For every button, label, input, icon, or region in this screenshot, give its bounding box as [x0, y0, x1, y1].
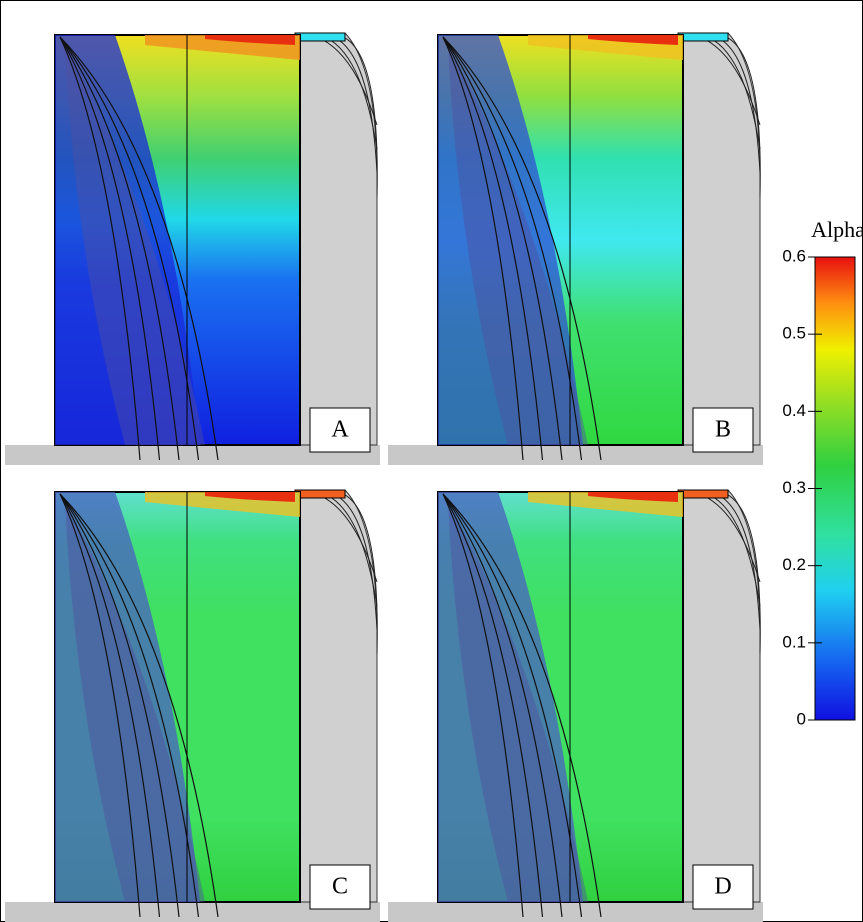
hot-spot [588, 492, 678, 502]
blade-line [59, 493, 141, 918]
tick-label: 0.6 [782, 246, 806, 265]
blade-line [59, 493, 161, 918]
hub [388, 902, 763, 922]
left-region [55, 492, 200, 902]
blade-line [59, 36, 161, 461]
contour-panel: B [388, 32, 763, 465]
blade-line [59, 493, 180, 918]
hub [388, 445, 763, 465]
blade-shadow [448, 45, 588, 445]
contour-panel: D [388, 489, 763, 922]
contour-panel: C [5, 489, 380, 922]
strip [294, 32, 346, 42]
tick-label: 0.5 [782, 324, 806, 343]
blade-shadow [65, 45, 205, 445]
label-box [309, 407, 371, 453]
panel-label: B [715, 417, 731, 443]
blade-line [59, 36, 219, 461]
blade-line [442, 493, 544, 918]
left-region [55, 35, 200, 445]
hot-spot [205, 492, 295, 502]
blade-line [442, 493, 602, 918]
tick-label: 0.1 [782, 632, 806, 651]
strip [677, 32, 729, 42]
strip [294, 489, 346, 499]
hub [5, 445, 380, 465]
blade-line [442, 493, 563, 918]
tick-label: 0.3 [782, 478, 806, 497]
blade-line [59, 36, 141, 461]
panel-label: D [714, 874, 731, 900]
label-box [309, 864, 371, 910]
hot-spot [588, 35, 678, 45]
blade-line [442, 36, 544, 461]
strip [677, 489, 729, 499]
label-box [692, 864, 754, 910]
blade-line [442, 36, 563, 461]
tick-label: 0.4 [782, 401, 806, 420]
tick-label: 0 [797, 709, 806, 728]
left-region [438, 35, 583, 445]
blade-line [442, 36, 524, 461]
left-region [438, 492, 583, 902]
label-box [692, 407, 754, 453]
hub [5, 902, 380, 922]
blade-shadow [65, 502, 205, 902]
contour-panel: A [5, 32, 380, 465]
blade-line [59, 493, 219, 918]
tick-label: 0.2 [782, 555, 806, 574]
panel-label: C [332, 874, 348, 900]
panel-label: A [331, 417, 349, 443]
blade-shadow [448, 502, 588, 902]
colorbar-title: Alpha [811, 217, 863, 242]
blade-line [442, 36, 602, 461]
blade-line [442, 493, 524, 918]
blade-line [59, 36, 180, 461]
hot-spot [205, 35, 295, 45]
